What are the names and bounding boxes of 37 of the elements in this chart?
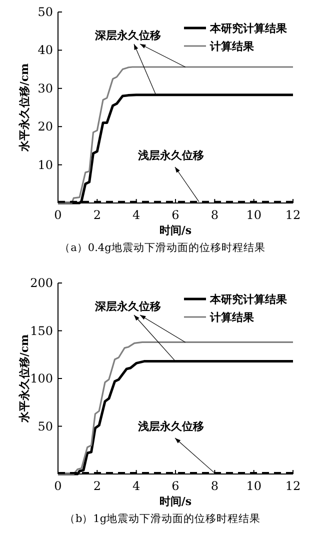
x-axis-title: 时间/s xyxy=(159,495,192,508)
x-tick-label: 2 xyxy=(93,208,101,222)
x-axis-title: 时间/s xyxy=(159,224,192,237)
x-tick-label: 2 xyxy=(93,479,101,493)
x-tick-label: 12 xyxy=(285,208,301,222)
legend-label: 本研究计算结果 xyxy=(209,293,288,306)
x-tick-label: 8 xyxy=(210,208,218,222)
annotation: 深层永久位移 xyxy=(94,300,161,313)
annotation: 深层永久位移 xyxy=(94,29,161,42)
x-tick-label: 12 xyxy=(285,479,301,493)
y-tick-label: 20 xyxy=(38,120,53,134)
annotation: 浅层永久位移 xyxy=(137,420,204,433)
y-tick-label: 40 xyxy=(38,43,53,58)
x-tick-label: 8 xyxy=(210,479,218,493)
x-tick-label: 4 xyxy=(132,208,141,222)
x-tick-label: 6 xyxy=(172,208,180,222)
y-tick-label: 50 xyxy=(38,419,53,434)
y-tick-label: 10 xyxy=(38,158,53,172)
x-tick-label: 0 xyxy=(54,479,62,493)
x-tick-label: 4 xyxy=(132,479,141,493)
y-tick-label: 30 xyxy=(38,81,53,96)
x-tick-label: 0 xyxy=(54,208,62,222)
annotation: 浅层永久位移 xyxy=(137,149,204,162)
legend-label: 计算结果 xyxy=(209,40,255,53)
text: （b）1g地震动下滑动面的位移时程结果 xyxy=(64,512,261,525)
y-tick-label: 200 xyxy=(30,276,53,290)
x-tick-label: 6 xyxy=(172,479,180,493)
legend-label: 本研究计算结果 xyxy=(209,22,288,35)
x-tick-label: 10 xyxy=(246,208,262,222)
y-tick-label: 150 xyxy=(30,324,53,338)
y-tick-label: 100 xyxy=(30,372,53,386)
text: （a）0.4g地震动下滑动面的位移时程结果 xyxy=(60,241,266,254)
y-tick-label: 50 xyxy=(38,5,53,19)
y-axis-title: 水平永久位移/cm xyxy=(18,334,31,424)
y-axis-title: 水平永久位移/cm xyxy=(18,62,31,153)
legend-label: 计算结果 xyxy=(209,311,255,324)
x-tick-label: 10 xyxy=(246,479,262,493)
